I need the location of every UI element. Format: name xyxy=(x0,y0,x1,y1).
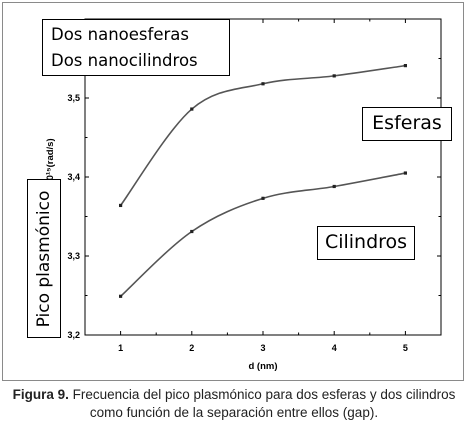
y-axis-label: 10¹⁵(rad/s) xyxy=(45,138,56,185)
x-tick-label: 4 xyxy=(332,343,337,353)
pico-plasmonico-text: Pico plasmónico xyxy=(34,190,54,327)
legend-line-nanocilindros: Dos nanocilindros xyxy=(51,51,198,70)
x-tick-label: 3 xyxy=(260,343,265,353)
data-point-esferas xyxy=(190,107,194,111)
x-tick-label: 2 xyxy=(189,343,194,353)
caption-text: Frecuencia del pico plasmónico para dos … xyxy=(68,387,456,420)
pico-plasmonico-label: Pico plasmónico xyxy=(27,179,61,338)
legend-box: Dos nanoesferas Dos nanocilindros xyxy=(42,19,230,76)
y-tick-label: 3,5 xyxy=(67,93,80,103)
esferas-label: Esferas xyxy=(362,107,452,141)
figure-caption: Figura 9. Frecuencia del pico plasmónico… xyxy=(8,386,460,422)
cilindros-label: Cilindros xyxy=(317,226,415,260)
y-tick-label: 3,2 xyxy=(67,330,80,340)
x-tick-label: 1 xyxy=(118,343,123,353)
caption-label: Figura 9. xyxy=(12,387,69,402)
y-tick-label: 3,3 xyxy=(67,251,80,261)
x-axis-label: d (nm) xyxy=(248,361,277,372)
data-point-esferas xyxy=(119,203,123,208)
data-point-cilindros xyxy=(261,196,265,200)
data-point-esferas xyxy=(332,74,336,78)
chart: 1 2 3 4 5 3,2 3,3 3,4 3,5 10¹⁵(rad/s) d (nm) xyxy=(45,18,442,372)
data-point-esferas xyxy=(261,82,265,86)
legend-line-nanoesferas: Dos nanoesferas xyxy=(51,25,189,44)
data-point-esferas xyxy=(403,64,407,68)
x-tick-label: 5 xyxy=(403,343,408,353)
data-point-cilindros xyxy=(403,171,407,175)
y-tick-label: 3,4 xyxy=(67,172,80,182)
data-point-cilindros xyxy=(119,294,123,298)
data-point-cilindros xyxy=(332,184,336,189)
data-point-cilindros xyxy=(190,229,194,234)
